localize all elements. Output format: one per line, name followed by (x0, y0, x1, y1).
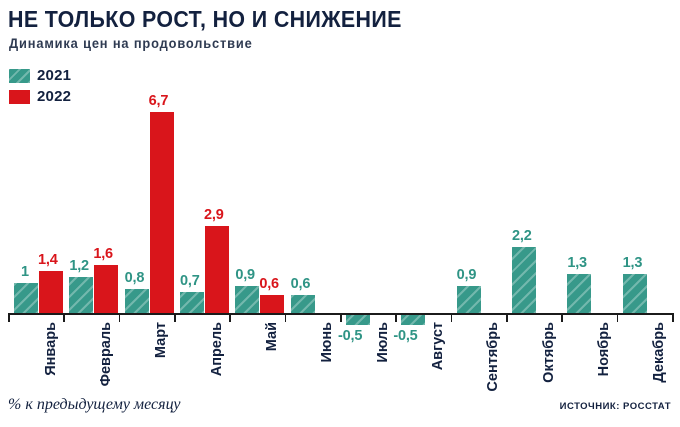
bar-2022-апрель[interactable] (205, 226, 229, 313)
x-axis-tick (284, 313, 287, 322)
bar-value-label-2021: -0,5 (393, 328, 418, 344)
axis-note: % к предыдущему месяцу (8, 396, 181, 413)
chart-subtitle: Динамика цен на продовольствие (9, 36, 253, 51)
bar-2021-октябрь[interactable] (512, 247, 536, 313)
legend-label-2021: 2021 (37, 67, 72, 84)
legend-item-2021[interactable]: 2021 (9, 66, 71, 85)
x-axis-label-июль: Июль (374, 322, 391, 363)
chart-title: НЕ ТОЛЬКО РОСТ, НО И СНИЖЕНИЕ (8, 6, 402, 32)
x-axis-label-ноябрь: Ноябрь (596, 322, 612, 377)
x-axis-tick (672, 313, 674, 322)
bar-value-label-2022: 2,9 (204, 207, 224, 223)
bar-value-label-2022: 1,4 (38, 252, 58, 268)
x-axis-tick (616, 313, 619, 322)
bar-2021-январь[interactable] (14, 283, 38, 313)
x-axis-label-декабрь: Декабрь (651, 322, 668, 383)
x-axis-tick (340, 313, 342, 322)
bar-2021-март[interactable] (124, 289, 149, 313)
x-axis-label-апрель: Апрель (208, 322, 225, 377)
bar-2022-май[interactable] (260, 295, 285, 313)
x-axis-label-январь: Январь (42, 322, 59, 376)
x-axis-label-март: Март (153, 322, 170, 359)
x-axis-label-август: Август (430, 322, 446, 371)
chart-legend: 2021 2022 (9, 66, 71, 108)
bar-value-label-2021: -0,5 (338, 328, 363, 344)
bar-2021-июнь[interactable] (290, 295, 315, 313)
source-credit: ИСТОЧНИК: РОССТАТ (559, 401, 671, 412)
bar-value-label-2021: 1,2 (69, 258, 89, 274)
x-axis-label-май: Май (264, 322, 280, 352)
x-axis-label-июнь: Июнь (319, 322, 336, 363)
bar-2021-апрель[interactable] (180, 292, 204, 313)
bar-2021-август[interactable] (401, 313, 426, 325)
x-axis-tick (450, 313, 453, 322)
bar-value-label-2021: 2,2 (512, 228, 532, 244)
bar-2021-июль[interactable] (346, 313, 370, 325)
bar-value-label-2022: 0,6 (259, 276, 279, 292)
bar-2021-февраль[interactable] (69, 277, 94, 313)
legend-swatch-2021-icon (9, 68, 30, 83)
bar-2022-февраль[interactable] (94, 265, 119, 313)
bar-2022-март[interactable] (149, 112, 174, 313)
bar-value-label-2021: 0,6 (290, 276, 311, 292)
x-axis-tick (229, 313, 231, 322)
bar-value-label-2021: 0,9 (456, 267, 477, 283)
bar-value-label-2022: 1,6 (93, 246, 113, 262)
bar-2021-май[interactable] (235, 286, 260, 313)
x-axis-tick (174, 313, 176, 322)
bar-value-label-2021: 0,8 (124, 270, 145, 286)
x-axis-label-октябрь: Октябрь (540, 322, 557, 383)
bar-2021-ноябрь[interactable] (567, 274, 592, 313)
bar-value-label-2021: 1,3 (622, 255, 643, 271)
bar-value-label-2021: 1,3 (567, 255, 587, 271)
x-axis-tick (8, 313, 10, 322)
x-axis-tick (506, 313, 508, 322)
x-axis-line (8, 313, 672, 315)
legend-item-2022[interactable]: 2022 (9, 87, 71, 106)
bar-2022-январь[interactable] (39, 271, 63, 313)
bar-2021-сентябрь[interactable] (456, 286, 481, 313)
x-axis-label-сентябрь: Сентябрь (485, 322, 502, 392)
x-axis-tick (395, 313, 397, 322)
bar-2021-декабрь[interactable] (622, 274, 647, 313)
x-axis-tick (118, 313, 121, 322)
legend-swatch-2022-icon (9, 89, 30, 104)
x-axis-tick (561, 313, 563, 322)
bar-value-label-2021: 0,9 (235, 267, 255, 283)
bar-value-label-2021: 1 (21, 264, 29, 280)
x-axis-tick (63, 313, 65, 322)
x-axis-label-февраль: Февраль (98, 322, 114, 387)
bar-value-label-2021: 0,7 (180, 273, 200, 289)
bar-value-label-2022: 6,7 (148, 93, 169, 109)
legend-label-2022: 2022 (37, 88, 72, 105)
